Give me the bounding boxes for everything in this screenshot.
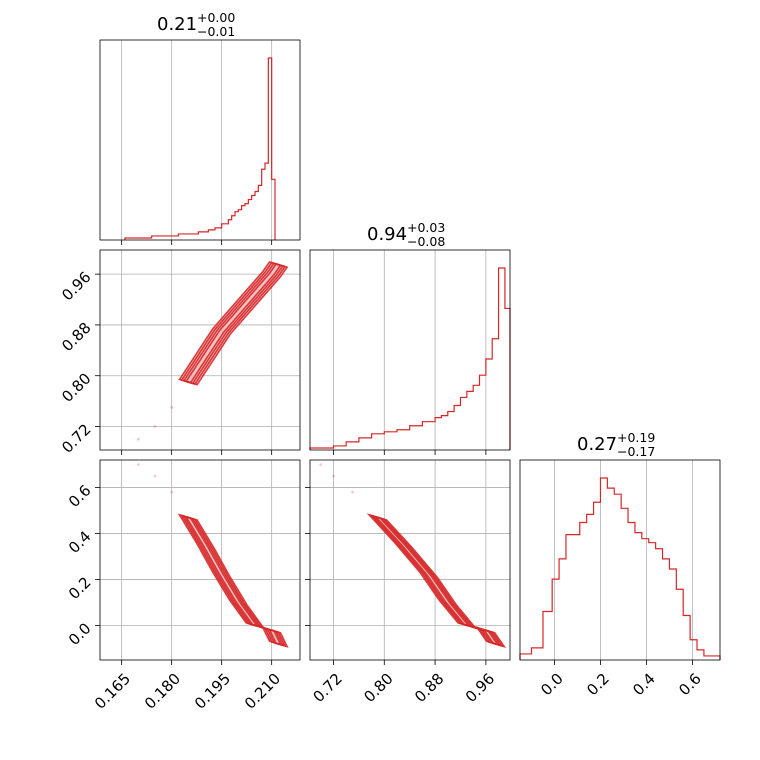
panels-layer: 0.165 0.180 0.195 0.210 0.72 0.80 0.88 0.96 0.0 0… xyxy=(58,39,721,713)
y-tick-label-1-2: 0.88 xyxy=(58,319,94,355)
title-param-0-minus: −0.01 xyxy=(197,24,235,39)
sample-point-2-0-0 xyxy=(136,463,140,466)
contour-2-0-2 xyxy=(182,514,285,647)
title-param-1-minus: −0.08 xyxy=(407,234,445,249)
sample-point-2-1-1 xyxy=(332,474,335,478)
sample-point-1-0-0 xyxy=(136,437,140,441)
y-tick-label-1-3: 0.96 xyxy=(58,268,94,304)
title-param-2-minus: −0.17 xyxy=(617,444,655,459)
panel-1-1 xyxy=(309,249,511,455)
sample-point-1-0-1 xyxy=(153,425,157,428)
frame-2-0 xyxy=(99,459,301,661)
panel-2-0 xyxy=(95,459,301,665)
y-tick-label-2-0: 0.0 xyxy=(65,619,95,649)
frame-1-1 xyxy=(309,249,511,451)
y-tick-label-2-1: 0.2 xyxy=(65,573,95,603)
title-param-1-plus: +0.03 xyxy=(407,220,445,235)
y-tick-label-2-3: 0.6 xyxy=(65,481,95,511)
x-tick-label-0-3: 0.210 xyxy=(241,670,284,713)
panel-2-2 xyxy=(519,459,721,665)
panel-0-0 xyxy=(99,39,301,245)
sample-point-2-0-1 xyxy=(153,474,157,478)
x-tick-label-1-0: 0.72 xyxy=(310,670,346,706)
title-param-2: 0.27 xyxy=(577,434,617,455)
contour-2-1-1 xyxy=(368,513,504,648)
contour-2-0-3 xyxy=(184,515,283,646)
title-param-2-plus: +0.19 xyxy=(617,430,655,445)
histogram-1 xyxy=(309,267,511,450)
frame-0-0 xyxy=(99,39,301,241)
title-param-0-plus: +0.00 xyxy=(197,10,235,25)
sample-point-2-0-2 xyxy=(170,490,174,494)
x-tick-label-1-1: 0.80 xyxy=(360,670,396,706)
frame-1-0 xyxy=(99,249,301,451)
frame-2-1 xyxy=(309,459,511,661)
y-tick-label-1-1: 0.80 xyxy=(58,370,94,406)
histogram-0 xyxy=(124,57,276,240)
title-param-1: 0.94 xyxy=(367,224,407,245)
contour-2-1-3 xyxy=(373,515,500,646)
sample-point-2-1-2 xyxy=(351,490,354,494)
panel-1-0 xyxy=(95,249,301,455)
contour-1-0-2 xyxy=(182,262,285,385)
x-tick-label-1-3: 0.96 xyxy=(462,670,498,706)
sample-point-1-0-2 xyxy=(170,406,174,409)
x-tick-label-2-3: 0.6 xyxy=(675,670,705,700)
frame-2-2 xyxy=(519,459,721,661)
contour-2-1-2 xyxy=(370,514,502,647)
contour-1-0-3 xyxy=(184,263,282,384)
x-tick-label-2-2: 0.4 xyxy=(629,670,659,700)
x-tick-label-2-1: 0.2 xyxy=(583,670,613,700)
x-tick-label-2-0: 0.0 xyxy=(537,670,567,700)
x-tick-label-1-2: 0.88 xyxy=(411,670,447,706)
y-tick-label-1-0: 0.72 xyxy=(58,420,94,456)
x-tick-label-0-0: 0.165 xyxy=(91,670,134,713)
x-tick-label-0-1: 0.180 xyxy=(141,670,184,713)
contour-2-0-1 xyxy=(179,514,287,648)
contour-1-0-1 xyxy=(180,261,287,385)
x-tick-label-0-2: 0.195 xyxy=(191,670,234,713)
panel-2-1 xyxy=(305,459,511,665)
histogram-2 xyxy=(519,477,721,660)
contour-2-0-0 xyxy=(177,513,289,648)
title-param-0: 0.21 xyxy=(157,14,197,35)
sample-point-2-1-0 xyxy=(319,463,323,466)
y-tick-label-2-2: 0.4 xyxy=(65,527,95,557)
